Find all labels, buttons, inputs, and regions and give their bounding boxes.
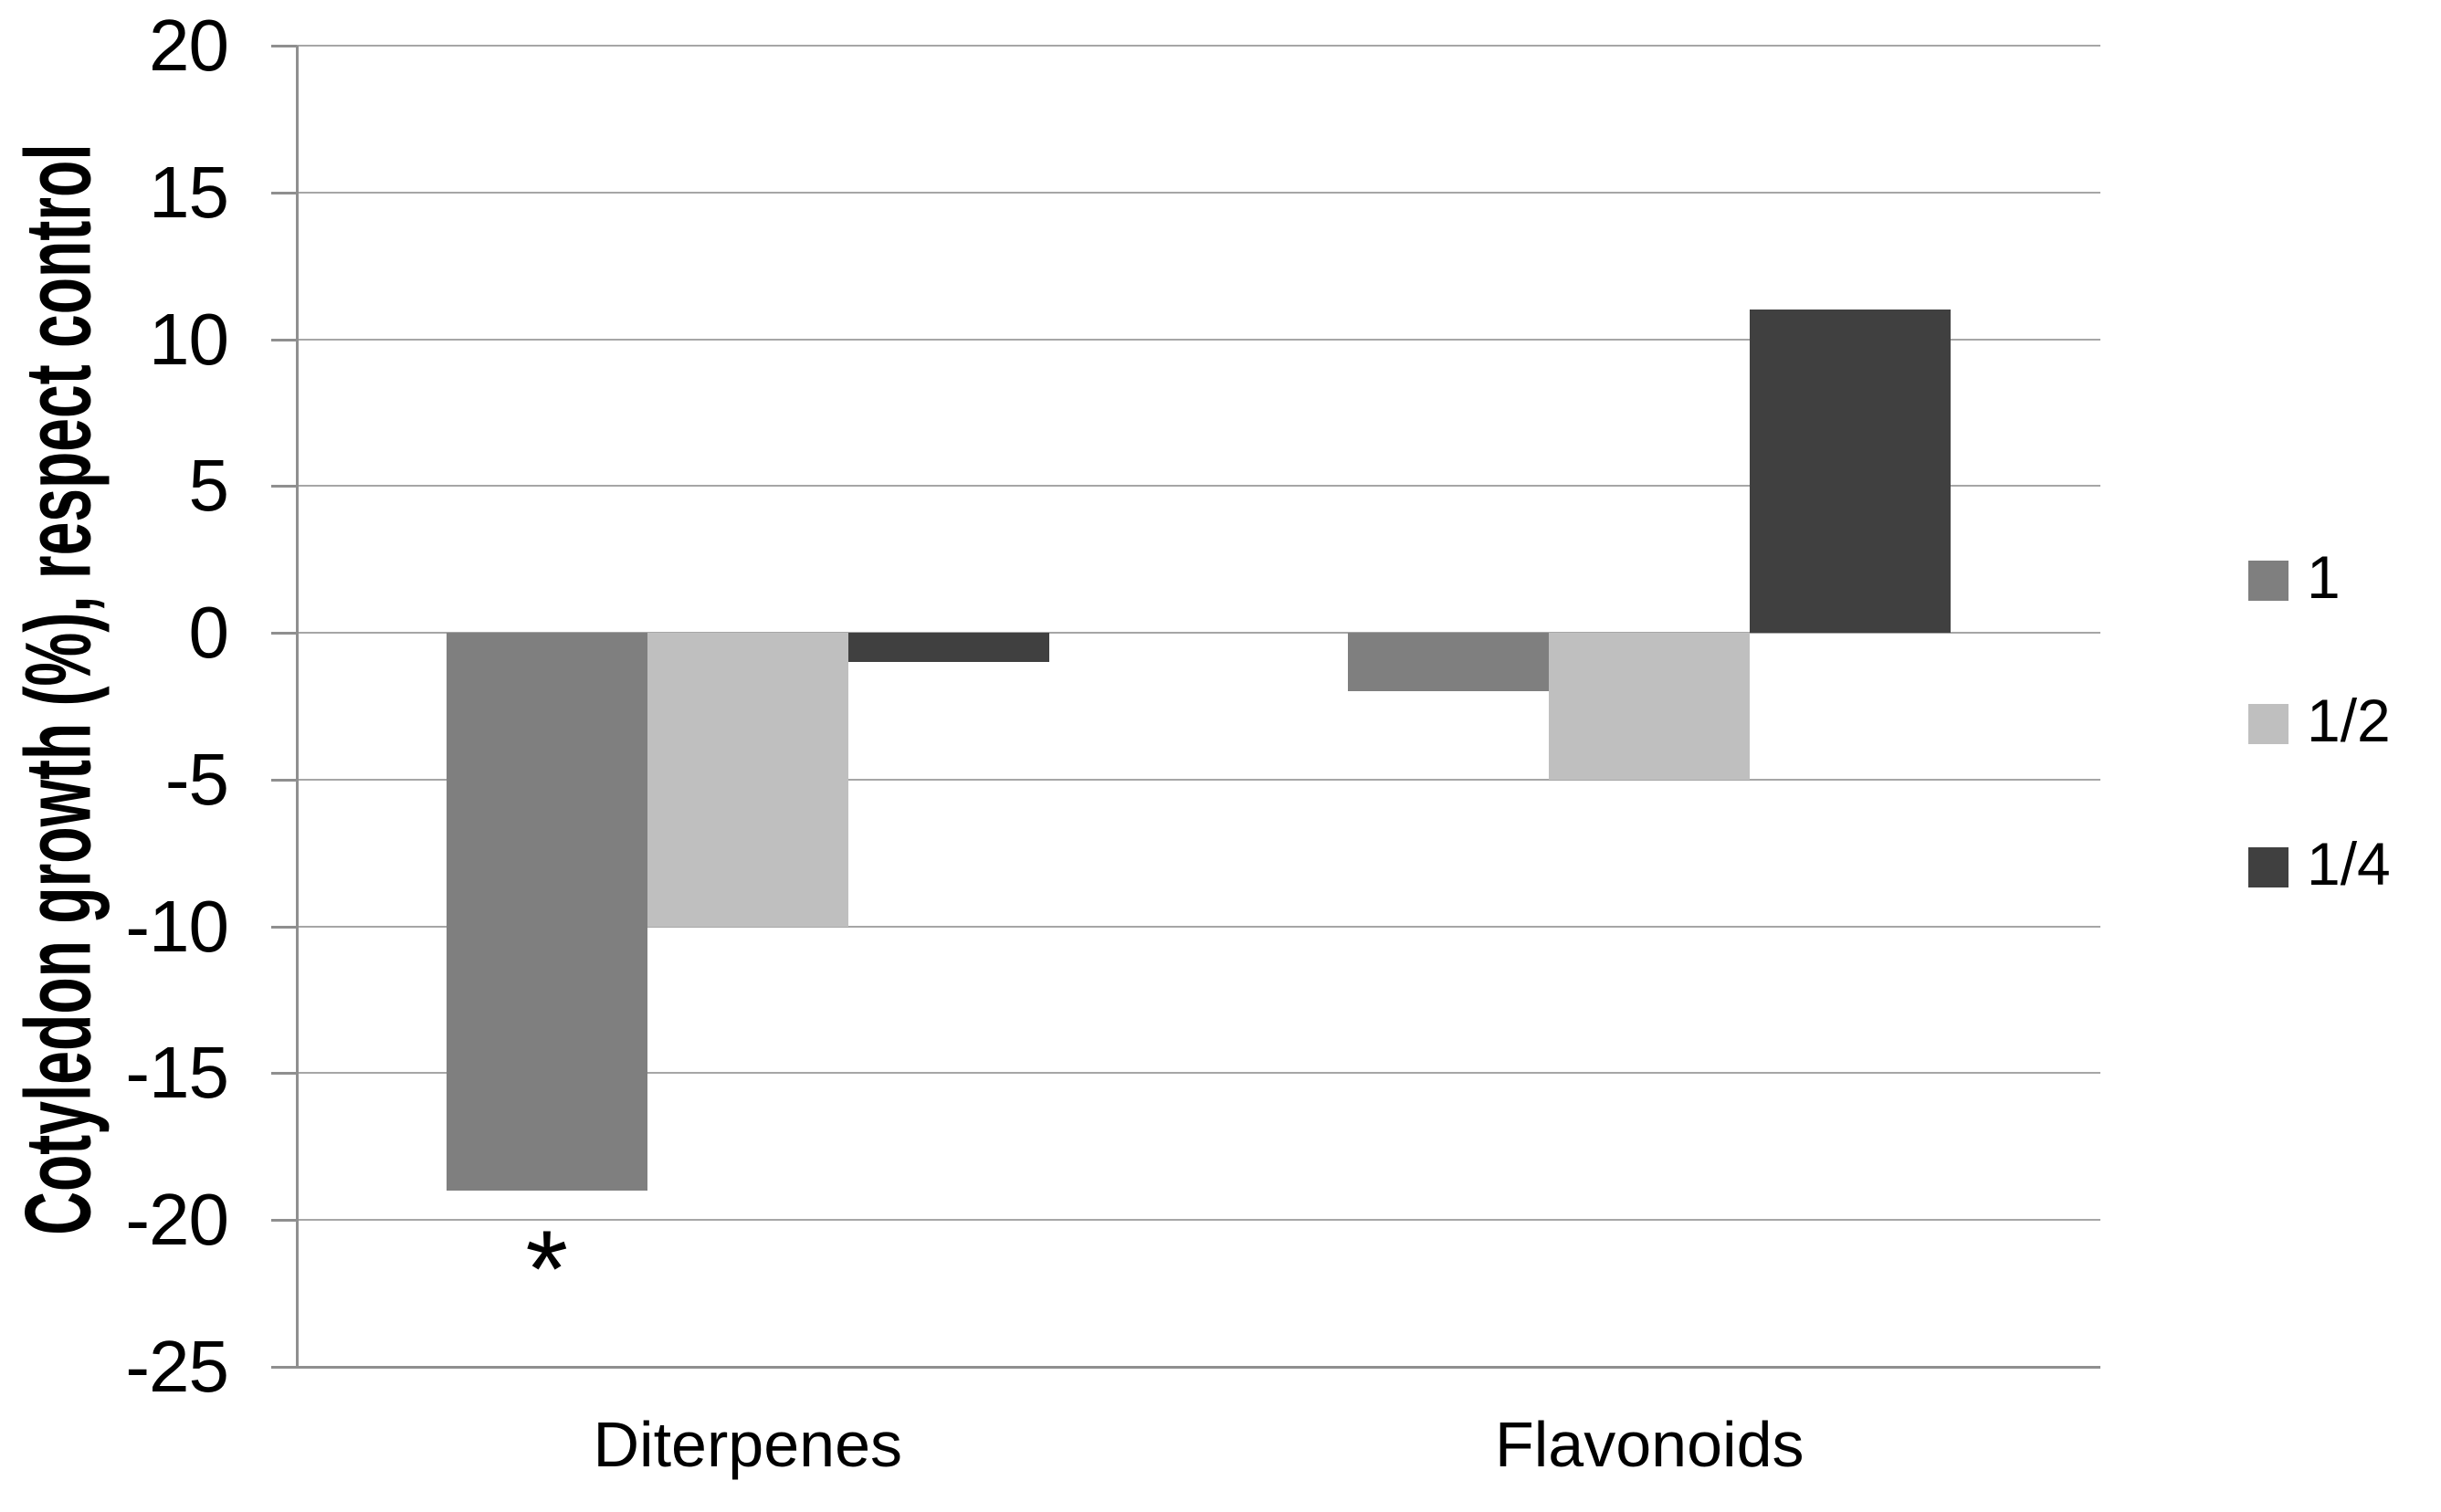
y-axis-tick [271, 632, 297, 635]
y-axis-tick-label: -10 [125, 885, 229, 967]
y-axis-tick [271, 1072, 297, 1076]
gridline [297, 925, 2100, 928]
gridline [297, 1219, 2100, 1222]
legend-swatch-1 [2248, 561, 2288, 601]
y-axis-tick-label: 10 [149, 298, 229, 380]
gridline [297, 191, 2100, 194]
y-axis-tick-label: -20 [125, 1179, 229, 1261]
gridline [297, 632, 2100, 635]
y-axis-tick-label: 15 [149, 151, 229, 233]
y-axis-tick [271, 338, 297, 341]
y-axis-tick [271, 45, 297, 47]
gridline [297, 338, 2100, 341]
gridline [297, 485, 2100, 488]
category-label: Diterpenes [593, 1409, 902, 1480]
y-axis-tick [271, 778, 297, 782]
y-axis-tick-label: -25 [125, 1326, 229, 1407]
legend-swatch-1-2 [2248, 704, 2288, 744]
bar-flavonoids-1-2 [1549, 633, 1751, 780]
y-axis-tick-label: 0 [188, 592, 230, 674]
y-axis-tick-label: -15 [125, 1032, 229, 1114]
bar-flavonoids-1 [1348, 633, 1550, 692]
bar-diterpenes-1 [446, 633, 647, 1192]
y-axis-tick-label: 20 [149, 5, 229, 86]
y-axis-tick [271, 485, 297, 488]
legend-label-1-4: 1/4 [2307, 830, 2391, 898]
y-axis-tick [271, 1219, 297, 1223]
bar-diterpenes-1-4 [847, 633, 1049, 663]
y-axis-line [296, 46, 299, 1369]
x-axis-line [297, 1366, 2100, 1369]
gridline [297, 778, 2100, 781]
y-axis-tick-label: -5 [164, 738, 229, 820]
y-axis-tick [271, 925, 297, 929]
significance-asterisk: * [525, 1208, 569, 1331]
legend-label-1: 1 [2307, 543, 2341, 611]
legend-label-1-2: 1/2 [2307, 687, 2391, 754]
legend-swatch-1-4 [2248, 847, 2288, 887]
y-axis-tick [271, 191, 297, 194]
bar-diterpenes-1-2 [647, 633, 848, 927]
bar-flavonoids-1-4 [1750, 310, 1952, 634]
category-label: Flavonoids [1494, 1409, 1804, 1480]
gridline [297, 45, 2100, 47]
gridline [297, 1072, 2100, 1075]
y-axis-tick-label: 5 [188, 445, 230, 527]
y-axis-tick [271, 1366, 297, 1369]
